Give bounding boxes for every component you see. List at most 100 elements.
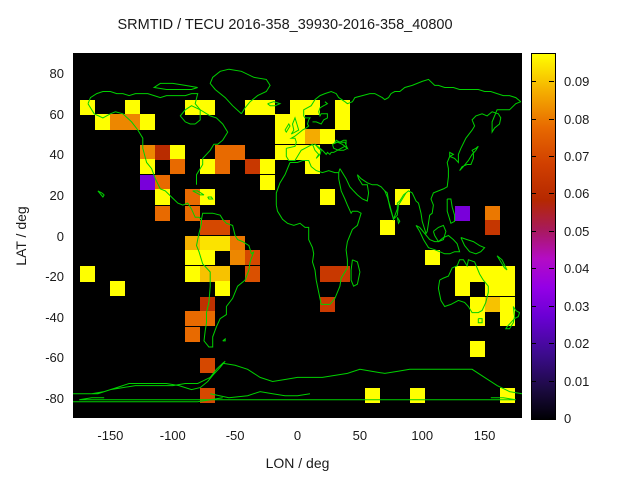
y-axis-tick-label: -20 bbox=[45, 269, 64, 285]
coastline-path bbox=[192, 190, 205, 196]
heatmap-cell bbox=[110, 114, 126, 130]
heatmap-cell bbox=[304, 144, 320, 160]
colorbar-tick-label: 0.05 bbox=[564, 223, 590, 239]
heatmap-cell bbox=[215, 266, 231, 282]
heatmap-cell bbox=[424, 250, 440, 266]
y-axis-tick bbox=[73, 276, 78, 277]
heatmap-cell bbox=[334, 100, 350, 116]
coastline-path bbox=[284, 123, 291, 134]
coastline-path bbox=[432, 224, 447, 243]
coastline-path bbox=[275, 172, 362, 305]
coastline-path bbox=[437, 259, 489, 314]
heatmap-cell bbox=[200, 266, 216, 282]
y-axis-tick-label: 80 bbox=[49, 66, 64, 82]
heatmap-cell bbox=[185, 266, 201, 282]
y-axis-tick bbox=[73, 73, 78, 74]
y-axis-tick bbox=[73, 357, 78, 358]
coastline-path bbox=[504, 306, 521, 330]
heatmap-cell bbox=[230, 236, 246, 252]
colorbar-tick bbox=[549, 343, 554, 344]
map-plot-area[interactable] bbox=[73, 53, 522, 418]
coastline-path bbox=[179, 105, 201, 125]
heatmap-cell bbox=[319, 266, 335, 282]
x-axis-tick-label: 50 bbox=[352, 428, 368, 443]
colorbar-tick bbox=[549, 81, 554, 82]
coastline-path bbox=[87, 103, 202, 220]
heatmap-cell bbox=[140, 158, 156, 175]
y-axis-tick bbox=[73, 398, 78, 399]
heatmap-cell bbox=[140, 114, 156, 130]
heatmap-cell bbox=[125, 114, 141, 130]
colorbar-tick bbox=[531, 81, 536, 82]
heatmap-cell bbox=[454, 205, 470, 221]
heatmap-cell bbox=[200, 296, 216, 313]
colorbar-tick bbox=[531, 231, 536, 232]
heatmap-cell bbox=[260, 175, 276, 191]
colorbar-tick bbox=[531, 119, 536, 120]
y-axis-tick-label: -60 bbox=[45, 350, 64, 366]
colorbar-tick bbox=[549, 268, 554, 269]
coastline-path bbox=[477, 318, 483, 324]
x-axis-tick bbox=[173, 413, 174, 418]
colorbar-tick bbox=[549, 418, 554, 419]
heatmap-cell bbox=[170, 144, 186, 160]
colorbar-tick-label: 0.01 bbox=[564, 373, 590, 389]
x-axis-tick-label: -50 bbox=[225, 428, 245, 443]
y-axis-tick bbox=[73, 195, 78, 196]
y-axis-tick-label: 0 bbox=[56, 228, 64, 244]
y-axis-tick-label: -40 bbox=[45, 309, 64, 325]
y-axis-tick bbox=[73, 317, 78, 318]
heatmap-cell bbox=[80, 100, 96, 116]
heatmap-cell bbox=[200, 158, 216, 175]
colorbar-tick bbox=[549, 156, 554, 157]
colorbar-tick-label: 0.09 bbox=[564, 74, 590, 90]
heatmap-cell bbox=[260, 100, 276, 116]
heatmap-cell bbox=[140, 144, 156, 160]
colorbar-tick bbox=[531, 418, 536, 419]
colorbar-tick-label: 0.02 bbox=[564, 336, 590, 352]
coastline-path bbox=[87, 91, 229, 185]
x-axis-label: LON / deg bbox=[265, 455, 330, 471]
heatmap-cell bbox=[484, 296, 500, 313]
colorbar-tick-label: 0.03 bbox=[564, 298, 590, 314]
coastline-path bbox=[290, 160, 341, 174]
colorbar-tick bbox=[531, 156, 536, 157]
heatmap-cell bbox=[110, 280, 126, 296]
heatmap-cell bbox=[170, 158, 186, 175]
coastline-path bbox=[73, 397, 223, 403]
colorbar-tick bbox=[549, 231, 554, 232]
colorbar-tick-label: 0.08 bbox=[564, 111, 590, 127]
heatmap-cell bbox=[215, 280, 231, 296]
heatmap-cell bbox=[200, 357, 216, 373]
heatmap-cell bbox=[499, 280, 515, 296]
colorbar-tick bbox=[531, 193, 536, 194]
colorbar-tick bbox=[549, 306, 554, 307]
heatmap-cell bbox=[200, 236, 216, 252]
heatmap-cell bbox=[379, 219, 395, 235]
heatmap-cell bbox=[319, 189, 335, 205]
heatmap-cell bbox=[304, 100, 320, 116]
colorbar-tick bbox=[531, 268, 536, 269]
coastline-path bbox=[152, 82, 198, 90]
colorbar-tick bbox=[531, 381, 536, 382]
x-axis-tick-label: -150 bbox=[97, 428, 124, 443]
coastline-path bbox=[209, 68, 271, 115]
y-axis-tick bbox=[73, 154, 78, 155]
colorbar[interactable] bbox=[531, 53, 556, 420]
heatmap-cell bbox=[215, 236, 231, 252]
heatmap-cell bbox=[200, 250, 216, 266]
y-axis-tick bbox=[73, 114, 78, 115]
x-axis-tick bbox=[422, 413, 423, 418]
coastline-path bbox=[275, 162, 291, 206]
heatmap-cell bbox=[155, 144, 171, 160]
heatmap-cell bbox=[290, 144, 305, 160]
colorbar-tick bbox=[549, 381, 554, 382]
heatmap-cell bbox=[245, 158, 261, 175]
heatmap-cell bbox=[334, 114, 350, 130]
heatmap-cell bbox=[290, 100, 305, 116]
coastline-path bbox=[79, 397, 516, 401]
colorbar-gradient bbox=[532, 54, 555, 419]
heatmap-cell bbox=[155, 189, 171, 205]
y-axis-tick-label: 20 bbox=[49, 187, 64, 203]
